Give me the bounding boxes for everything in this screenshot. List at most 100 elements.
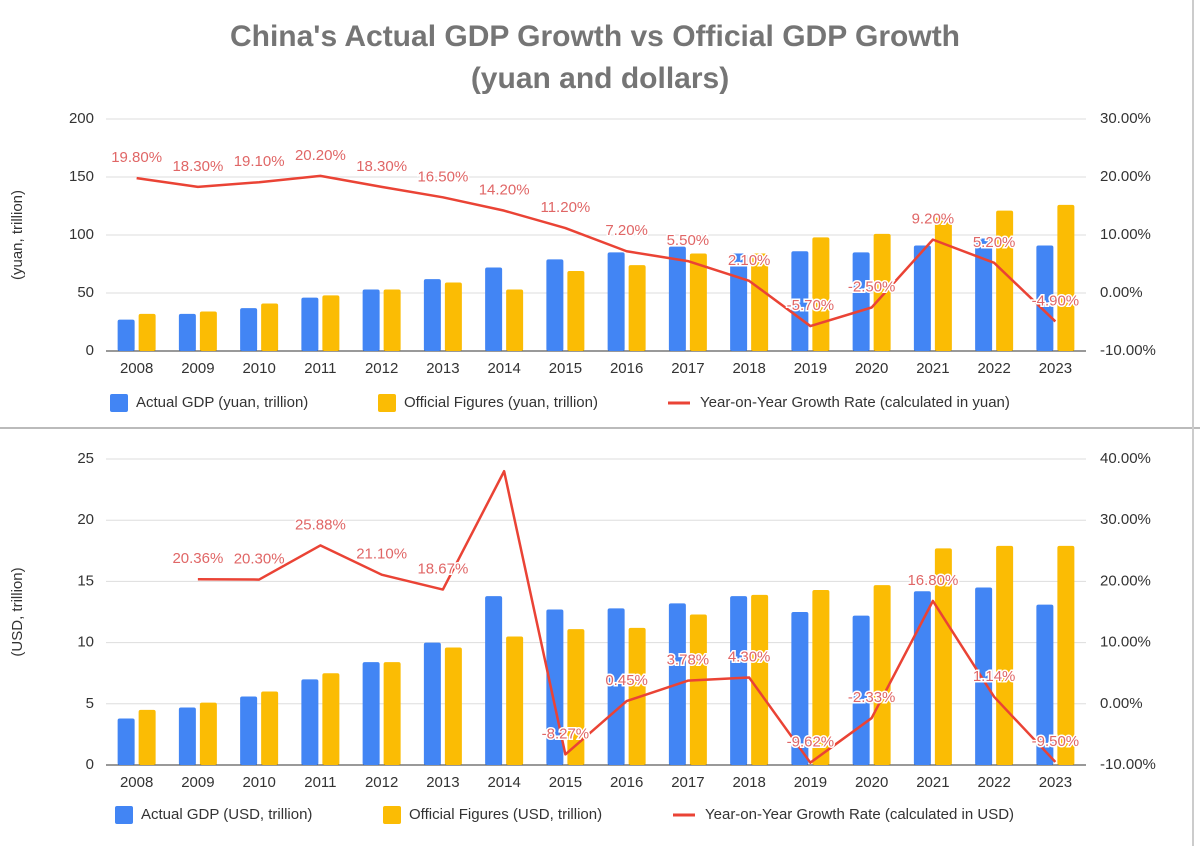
y-tick-label: 0 [86, 756, 94, 773]
bar [812, 237, 830, 351]
data-label: 19.80% [111, 149, 162, 166]
x-tick-label: 2012 [365, 360, 398, 377]
y2-tick-label: 30.00% [1100, 110, 1151, 127]
x-tick-label: 2016 [610, 360, 643, 377]
legend-swatch [115, 806, 133, 824]
legend-label: Year-on-Year Growth Rate (calculated in … [700, 394, 1010, 411]
bar [607, 608, 625, 765]
data-label: 18.67% [417, 561, 468, 578]
bar [240, 308, 258, 351]
chart-subtitle: (yuan and dollars) [471, 62, 729, 95]
bar [199, 311, 217, 351]
y2-tick-label: 20.00% [1100, 168, 1151, 185]
y2-tick-label: 40.00% [1100, 450, 1151, 467]
bar [138, 313, 156, 351]
x-tick-label: 2022 [977, 360, 1010, 377]
chart-title: China's Actual GDP Growth vs Official GD… [230, 20, 960, 53]
y-tick-label: 200 [69, 110, 94, 127]
data-label: 14.20% [479, 182, 530, 199]
bar [873, 233, 891, 351]
y-tick-label: 5 [86, 695, 94, 712]
bar [383, 289, 401, 351]
x-tick-label: 2009 [181, 774, 214, 791]
data-label: 0.45% [605, 672, 648, 689]
y-tick-label: 25 [77, 450, 94, 467]
bar [322, 295, 340, 351]
y2-tick-label: -10.00% [1100, 756, 1156, 773]
y-tick-label: 50 [77, 284, 94, 301]
bar [791, 612, 809, 765]
x-tick-label: 2019 [794, 360, 827, 377]
bar [1057, 204, 1075, 351]
bar [485, 267, 503, 351]
legend-swatch [383, 806, 401, 824]
x-tick-label: 2014 [487, 360, 520, 377]
bar [751, 594, 769, 765]
legend-swatch [110, 394, 128, 412]
bar [261, 303, 279, 351]
bar [423, 642, 441, 765]
x-tick-label: 2023 [1039, 360, 1072, 377]
bar [873, 585, 891, 765]
bar [812, 589, 830, 765]
y-tick-label: 150 [69, 168, 94, 185]
x-tick-label: 2019 [794, 774, 827, 791]
bar [261, 691, 279, 765]
bar [444, 647, 462, 765]
x-tick-label: 2012 [365, 774, 398, 791]
line [197, 469, 1057, 764]
data-label: 11.20% [540, 199, 590, 216]
x-tick-label: 2015 [549, 360, 582, 377]
data-label: 4.30% [728, 648, 771, 665]
bar [567, 629, 585, 765]
legend-label: Official Figures (USD, trillion) [409, 806, 602, 823]
data-label: 5.50% [667, 232, 710, 249]
bar [852, 252, 870, 351]
x-tick-label: 2021 [916, 360, 949, 377]
bar [178, 313, 196, 351]
bar [791, 251, 809, 351]
x-tick-label: 2020 [855, 360, 888, 377]
x-tick-label: 2009 [181, 360, 214, 377]
bar [567, 270, 585, 351]
y-tick-label: 15 [77, 572, 94, 589]
data-label: 16.50% [417, 168, 468, 185]
data-label: 7.20% [605, 222, 648, 239]
data-label: 3.78% [667, 652, 710, 669]
bar [546, 259, 564, 351]
data-label: -9.50% [1032, 733, 1080, 750]
y2-tick-label: 10.00% [1100, 226, 1151, 243]
bar [1036, 245, 1054, 351]
bar [117, 718, 135, 765]
x-tick-label: 2011 [304, 360, 336, 377]
data-label: 25.88% [295, 516, 346, 533]
bar [383, 662, 401, 765]
y-tick-label: 100 [69, 226, 94, 243]
data-label: 2.10% [728, 252, 771, 269]
data-label: 1.14% [973, 668, 1016, 685]
x-tick-label: 2011 [304, 774, 336, 791]
bar [913, 591, 931, 765]
bar [444, 282, 462, 351]
bar [689, 253, 707, 351]
bar [199, 702, 217, 765]
bar [322, 673, 340, 765]
bar [1036, 604, 1054, 765]
data-label: -8.27% [542, 725, 590, 742]
bar [751, 253, 769, 351]
bar [1057, 545, 1075, 765]
bar [506, 636, 524, 765]
x-tick-label: 2013 [426, 774, 459, 791]
x-tick-label: 2020 [855, 774, 888, 791]
bar [506, 289, 524, 351]
data-label: -4.90% [1032, 292, 1080, 309]
y2-tick-label: 0.00% [1100, 284, 1143, 301]
data-label: -2.50% [848, 278, 896, 295]
x-tick-label: 2017 [671, 360, 704, 377]
data-label: 18.30% [356, 158, 407, 175]
x-tick-label: 2008 [120, 774, 153, 791]
x-tick-label: 2014 [487, 774, 520, 791]
y-axis-title: (yuan, trillion) [9, 190, 26, 280]
bar [301, 679, 319, 765]
